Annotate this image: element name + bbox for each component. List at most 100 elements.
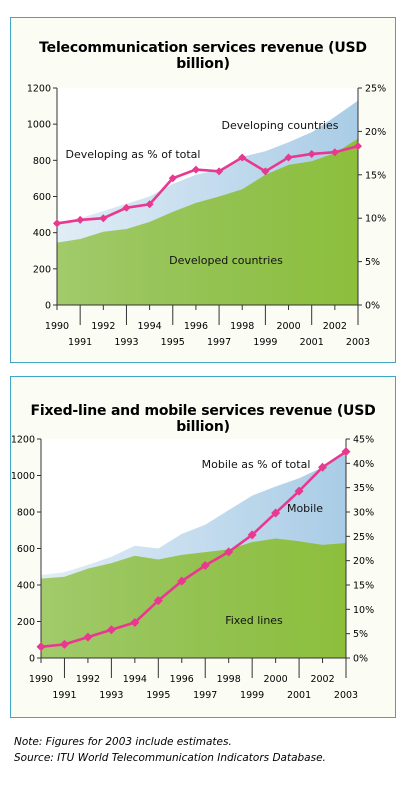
label-fixed-lines: Fixed lines [225, 614, 283, 627]
data-point-marker [130, 617, 140, 627]
data-point-marker [215, 167, 224, 176]
y2-tick-label: 0% [353, 654, 368, 665]
y2-tick-label: 5% [365, 257, 380, 268]
data-point-marker [200, 561, 210, 571]
y2-tick-label: 40% [353, 459, 374, 470]
data-point-marker [168, 174, 177, 183]
x-tick-label: 2002 [323, 321, 347, 332]
x-tick-label: 1998 [230, 321, 254, 332]
x-tick-label: 1993 [114, 337, 138, 348]
x-tick-label: 1990 [45, 321, 69, 332]
y-tick-label: 0 [29, 654, 35, 665]
y-tick-label: 1200 [11, 435, 35, 446]
line-percent-series [40, 450, 347, 649]
y-tick-label: 1000 [27, 120, 51, 131]
x-tick-label: 2003 [346, 337, 370, 348]
x-tick-label: 1994 [138, 321, 162, 332]
data-point-marker [284, 153, 293, 162]
y-tick-label: 1000 [11, 471, 35, 482]
x-tick-label: 1999 [253, 337, 277, 348]
data-point-marker [76, 215, 85, 224]
x-tick-label: 1995 [161, 337, 185, 348]
x-tick-label: 1997 [193, 690, 217, 701]
y2-tick-label: 0% [365, 301, 380, 312]
x-tick-label: 1997 [207, 337, 231, 348]
data-point-marker [224, 547, 234, 557]
label-mobile: Mobile [287, 502, 323, 515]
y2-tick-label: 15% [365, 170, 386, 181]
y2-tick-label: 20% [365, 127, 386, 138]
x-tick-label: 1991 [68, 337, 92, 348]
x-tick-label: 2000 [264, 674, 288, 685]
x-tick-label: 1995 [146, 690, 170, 701]
data-point-marker [145, 200, 154, 209]
y-tick-label: 200 [33, 264, 51, 275]
area-developed-countries [57, 138, 358, 305]
fixed-mobile-revenue-chart: 0 200 400 600 800 1000 1200 0% 5% 10% 15% 20% 25% 30%… [11, 435, 374, 702]
x-tick-label: 1992 [91, 321, 115, 332]
label-developing-countries: Developing countries [222, 119, 339, 132]
x-tick-label: 1996 [184, 321, 208, 332]
y-tick-label: 600 [33, 192, 51, 203]
y2-tick-label: 20% [353, 556, 374, 567]
chart-title: Fixed-line and mobile services revenue (… [30, 403, 376, 435]
y2-tick-label: 45% [353, 435, 374, 446]
line-percent-series [56, 144, 359, 225]
data-point-marker [318, 462, 328, 472]
x-tick-label: 2002 [310, 674, 334, 685]
x-tick-label: 2001 [287, 690, 311, 701]
x-tick-label: 1999 [240, 690, 264, 701]
y2-tick-label: 15% [353, 581, 374, 592]
data-point-marker [36, 642, 46, 652]
y-tick-label: 0 [45, 301, 51, 312]
y-tick-label: 800 [17, 508, 35, 519]
telecom-revenue-chart: 0 200 400 600 800 1000 1200 0% 5% 10% 15% 20% 25% 199… [27, 84, 386, 349]
data-point-marker [247, 530, 257, 540]
x-tick-label: 1996 [170, 674, 194, 685]
y2-tick-label: 35% [353, 483, 374, 494]
x-tick-label: 1990 [29, 674, 53, 685]
x-tick-label: 2001 [300, 337, 324, 348]
data-point-marker [294, 486, 304, 496]
data-point-marker [83, 632, 93, 642]
data-point-marker [106, 625, 116, 635]
x-tick-label: 1993 [99, 690, 123, 701]
y-tick-label: 200 [17, 617, 35, 628]
x-tick-label: 1992 [76, 674, 100, 685]
y2-tick-label: 10% [365, 214, 386, 225]
data-point-marker [59, 639, 69, 649]
data-point-marker [153, 596, 163, 606]
data-point-marker [53, 219, 61, 228]
y2-tick-label: 5% [353, 629, 368, 640]
data-point-marker [341, 447, 351, 457]
data-point-marker [354, 142, 362, 151]
y2-tick-label: 30% [353, 508, 374, 519]
x-tick-label: 2003 [334, 690, 358, 701]
data-point-marker [238, 153, 247, 162]
y-tick-label: 400 [17, 581, 35, 592]
data-point-marker [191, 165, 200, 174]
y-tick-label: 800 [33, 156, 51, 167]
y-tick-label: 600 [17, 544, 35, 555]
y-tick-label: 400 [33, 228, 51, 239]
data-point-marker [177, 576, 187, 586]
data-point-marker [261, 167, 270, 176]
label-mobile-percent: Mobile as % of total [202, 458, 311, 471]
label-developing-percent: Developing as % of total [66, 148, 201, 161]
y-tick-label: 1200 [27, 84, 51, 95]
data-point-marker [307, 149, 316, 158]
source-text: Source: ITU World Telecommunication Indi… [14, 752, 326, 764]
data-point-marker [99, 214, 108, 223]
note-text: Note: Figures for 2003 include estimates… [14, 736, 232, 748]
x-tick-label: 1994 [123, 674, 147, 685]
x-tick-label: 2000 [276, 321, 300, 332]
label-developed-countries: Developed countries [169, 254, 283, 267]
y2-tick-label: 10% [353, 605, 374, 616]
x-tick-label: 1998 [217, 674, 241, 685]
y2-tick-label: 25% [353, 532, 374, 543]
y2-tick-label: 25% [365, 84, 386, 95]
chart-title: Telecommunication services revenue (USD … [39, 40, 367, 72]
data-point-marker [122, 203, 131, 212]
x-tick-label: 1991 [52, 690, 76, 701]
data-point-marker [330, 148, 339, 157]
